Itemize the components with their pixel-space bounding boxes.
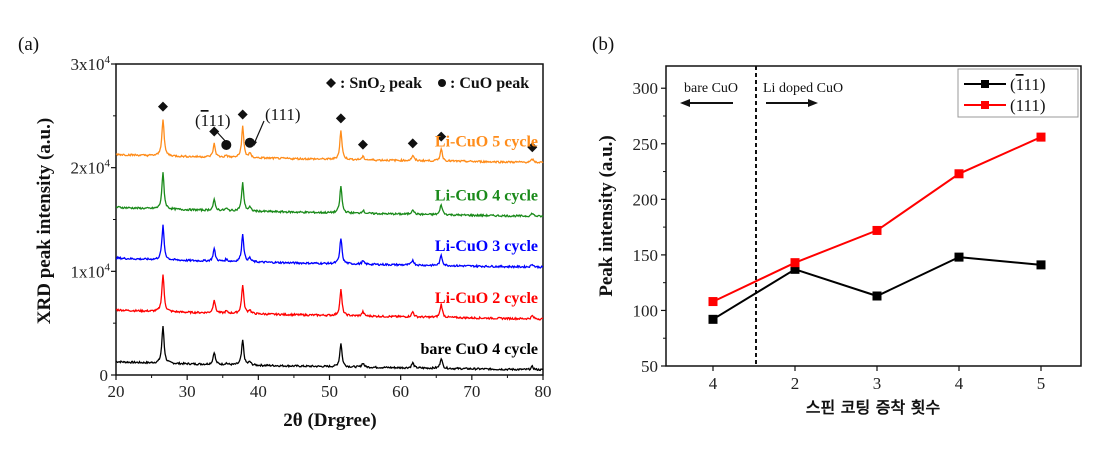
data-point — [954, 252, 964, 262]
data-point — [708, 297, 718, 307]
y-tick-label: 3x104 — [71, 54, 111, 74]
peak-series-group — [708, 132, 1046, 324]
sno2-diamond-icon — [436, 131, 447, 142]
annotation-bar-111: (111) — [195, 111, 231, 130]
xrd-trace-3 — [115, 224, 544, 270]
sno2-diamond-icon — [335, 113, 346, 124]
xrd-trace-2 — [115, 274, 544, 321]
data-point — [872, 291, 882, 301]
x-tick-label: 80 — [535, 382, 552, 401]
plot-frame-b — [665, 65, 1082, 367]
panel-label-b: (b) — [592, 34, 614, 55]
peak-intensity-chart: bare CuO Li doped CuO 4 2 3 4 5 50 100 150 200 25… — [596, 65, 1082, 417]
xrd-chart: 20 30 40 50 60 70 80 0 1x104 2x104 3x104 bare CuO … — [34, 54, 552, 431]
sno2-legend-label: : SnO2 peak — [340, 75, 422, 95]
region-label-doped: Li doped CuO — [763, 81, 843, 96]
data-point — [790, 264, 800, 274]
legend-label-111: (111) — [1010, 96, 1046, 115]
series-line-bar-111 — [712, 256, 1042, 321]
legend-label-bar-111: (111) — [1010, 75, 1046, 94]
series-label: Li-CuO 3 cycle — [435, 238, 538, 255]
xrd-peak-markers — [157, 101, 538, 153]
peak-axis-ticks: 4 2 3 4 5 50 100 150 200 250 300 — [633, 79, 1046, 393]
arrow-left-icon — [680, 99, 733, 107]
x-tick-label: 70 — [463, 382, 480, 401]
data-point — [790, 258, 800, 268]
series-label: bare CuO 4 cycle — [421, 341, 538, 358]
x-tick-label: 3 — [873, 374, 882, 393]
x-tick-label: 20 — [108, 382, 125, 401]
x-tick-label: 5 — [1037, 374, 1046, 393]
xrd-trace-5 — [115, 119, 544, 164]
x-tick-label: 40 — [250, 382, 267, 401]
sno2-diamond-icon — [407, 138, 418, 149]
x-axis-title-a: 2θ (Drgree) — [283, 410, 376, 431]
cuo-circle-icon — [244, 137, 255, 148]
y-tick-label: 200 — [633, 190, 659, 209]
xrd-trace-1 — [116, 325, 544, 372]
sno2-diamond-icon — [237, 109, 248, 120]
x-tick-label: 4 — [709, 374, 718, 393]
x-tick-label: 50 — [321, 382, 338, 401]
peak-type-legend: : SnO2 peak : CuO peak — [326, 75, 529, 95]
data-point — [1036, 132, 1046, 142]
xrd-series-group — [115, 119, 544, 372]
x-tick-label: 4 — [955, 374, 964, 393]
data-point — [872, 225, 882, 235]
series-label: Li-CuO 5 cycle — [435, 133, 538, 150]
y-tick-label: 50 — [641, 357, 658, 376]
legend: (111) (111) — [957, 68, 1079, 118]
y-tick-label: 100 — [633, 301, 659, 320]
region-label-bare: bare CuO — [684, 81, 738, 96]
sno2-diamond-icon — [357, 139, 368, 150]
y-tick-label: 250 — [633, 135, 659, 154]
x-axis-title-b: 스핀 코팅 증착 횟수 — [806, 398, 941, 417]
xrd-trace-4 — [115, 172, 544, 218]
plot-frame-a — [115, 63, 544, 376]
y-tick-label: 2x104 — [71, 158, 111, 178]
series-label: Li-CuO 4 cycle — [435, 187, 538, 204]
y-axis-title-a: XRD peak intensity (a.u.) — [34, 118, 55, 324]
y-tick-label: 1x104 — [71, 261, 111, 281]
xrd-axis-ticks: 20 30 40 50 60 70 80 0 1x104 2x104 3x104 — [71, 54, 552, 401]
diamond-legend-icon — [326, 78, 336, 88]
y-tick-label: 0 — [100, 366, 109, 385]
arrowhead-icon — [223, 140, 228, 144]
y-tick-label: 150 — [633, 246, 659, 265]
annotation-111: (111) — [265, 105, 301, 124]
sno2-diamond-icon — [527, 142, 538, 153]
sno2-diamond-icon — [209, 126, 220, 137]
arrow-right-icon — [766, 99, 818, 107]
data-point — [954, 169, 964, 179]
panel-label-a: (a) — [18, 34, 39, 55]
data-point — [708, 314, 718, 324]
x-tick-label: 30 — [179, 382, 196, 401]
cuo-legend-label: : CuO peak — [450, 75, 529, 92]
x-tick-label: 60 — [392, 382, 409, 401]
series-label: Li-CuO 2 cycle — [435, 290, 538, 307]
x-tick-label: 2 — [791, 374, 800, 393]
data-point — [1036, 260, 1046, 270]
xrd-series-labels: bare CuO 4 cycle Li-CuO 2 cycle Li-CuO 3 c… — [421, 133, 538, 357]
annotation-arrow-111 — [253, 120, 265, 145]
square-marker-icon — [981, 80, 989, 88]
circle-legend-icon — [438, 79, 446, 87]
series-line-111 — [712, 136, 1042, 303]
arrowhead-icon — [253, 140, 257, 146]
legend-box — [957, 68, 1079, 118]
sno2-diamond-icon — [157, 101, 168, 112]
y-tick-label: 300 — [633, 79, 659, 98]
plane-annotations: (111) (111) — [195, 105, 301, 146]
y-axis-title-b: Peak intensity (a.u.) — [596, 135, 617, 297]
square-marker-icon — [981, 101, 989, 109]
